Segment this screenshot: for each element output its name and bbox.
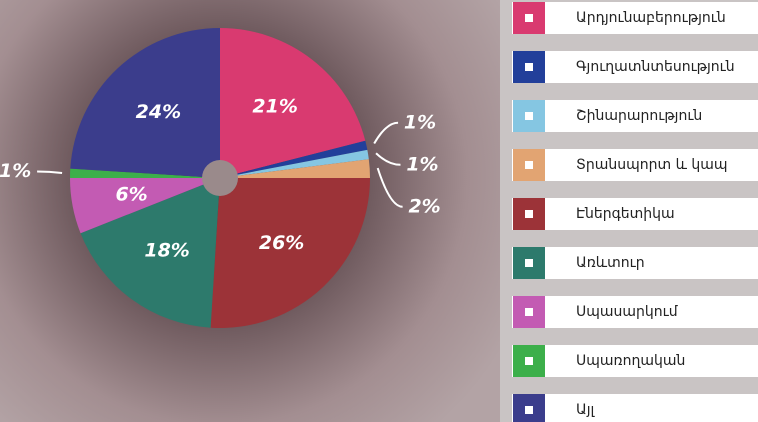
pie-slice [220,140,368,178]
legend-label: Էներգետիկա [576,206,675,222]
legend-label: Գյուղատնտեսություն [576,59,735,75]
pie-slice [220,28,366,178]
slice-label: 1% [406,153,438,175]
legend-swatch-dot [525,308,533,316]
legend-label: Սպառողական [576,353,685,369]
legend-swatch-dot [525,63,533,71]
pie-slice [70,178,220,234]
pie: 21% 26% 18% 6% 24% 1% 1% 2% 1% [0,28,441,328]
legend-label: Սպասարկում [576,304,679,320]
legend-row [512,345,758,377]
leader-line [375,152,401,166]
slice-label: 24% [136,101,181,123]
pie-hub [202,160,238,196]
pie-slice [80,178,220,328]
leader-line [373,121,399,145]
legend-row [512,100,758,132]
legend-swatch-dot [525,357,533,365]
slice-label: 2% [408,195,440,217]
pie-slice [220,149,369,178]
legend-row [512,149,758,181]
slice-label: 26% [259,232,304,254]
legend-label: Տրանսպորտ և կապ [576,157,728,173]
pie-slice [210,178,370,328]
legend-label: Շինարարություն [576,108,702,124]
legend-row [512,198,758,230]
legend-row [512,296,758,328]
legend-row [512,394,758,422]
legend-swatch-dot [525,14,533,22]
legend-row [512,51,758,83]
slice-label: 18% [144,239,189,261]
leader-line [376,167,403,208]
legend-swatch-dot [525,259,533,267]
legend: Արդյունաբերություն Գյուղատնտեսություն Շինա… [512,2,758,422]
pie-slice [220,159,370,178]
slice-label: 21% [252,95,297,117]
slice-label: 1% [0,160,31,182]
legend-label: Արդյունաբերություն [576,10,726,26]
pie-slice [70,168,220,178]
legend-row [512,247,758,279]
legend-swatch-dot [525,161,533,169]
slice-label: 6% [115,183,147,205]
legend-row [512,2,758,34]
pie-slice [70,28,220,178]
legend-swatch-dot [525,406,533,414]
legend-label: Առևտուր [576,255,645,271]
slice-label: 1% [404,111,436,133]
legend-label: Այլ [576,402,596,418]
legend-swatch-dot [525,210,533,218]
leader-line [37,170,63,175]
legend-swatch-dot [525,112,533,120]
